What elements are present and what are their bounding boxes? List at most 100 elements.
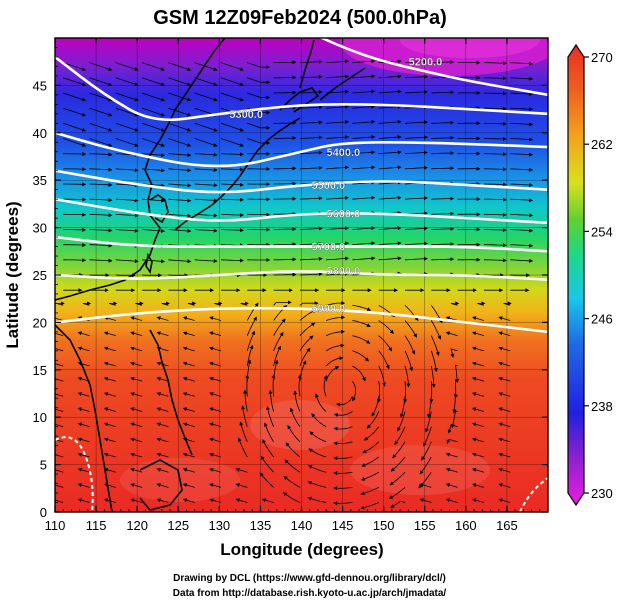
contour-labels: 5200.0 5300.0 5400.0 5500.0 5600.0 5700.0 5800… (229, 57, 442, 316)
streamline (220, 138, 244, 147)
streamline (115, 77, 139, 87)
streamline (418, 471, 432, 489)
streamline (378, 320, 394, 334)
streamline (63, 122, 87, 132)
streamline (156, 331, 169, 337)
streamline (404, 74, 428, 79)
x-tick-label: 155 (414, 518, 436, 533)
streamline (404, 135, 428, 140)
streamline (115, 228, 139, 233)
streamline (404, 365, 411, 388)
streamline (378, 150, 402, 155)
streamline (352, 104, 376, 109)
streamline (445, 498, 458, 503)
streamline (55, 483, 64, 488)
streamline (404, 196, 428, 201)
streamline (419, 498, 432, 503)
streamline (209, 498, 222, 503)
streamline (63, 212, 87, 217)
streamline (404, 165, 428, 170)
streamline (63, 138, 87, 147)
streamline (77, 483, 90, 488)
contour-label: 5700.0 (312, 242, 346, 254)
streamline (282, 492, 301, 503)
streamline (431, 120, 455, 125)
streamline (156, 407, 169, 412)
streamline (55, 346, 64, 352)
streamline (103, 407, 116, 412)
streamline (273, 318, 286, 336)
streamline (168, 213, 192, 218)
contour-label: 5300.0 (229, 109, 263, 121)
streamline (115, 213, 139, 218)
streamline (247, 62, 271, 70)
colorbar-tick-label: 238 (591, 399, 613, 414)
streamline (326, 104, 350, 109)
streamline (194, 258, 218, 263)
streamline (431, 60, 455, 64)
streamline (130, 422, 143, 428)
streamline (55, 437, 64, 443)
x-tick-label: 125 (167, 518, 189, 533)
streamline (325, 343, 345, 352)
streamline (63, 62, 87, 71)
streamline (77, 437, 90, 443)
streamline (103, 422, 116, 428)
streamline (483, 228, 507, 233)
y-tick-label: 15 (33, 363, 47, 378)
streamline (423, 426, 432, 447)
streamline (273, 196, 297, 201)
streamline (299, 256, 323, 261)
streamline (115, 122, 139, 132)
streamline (392, 441, 406, 459)
coastline-kuril (319, 67, 366, 101)
streamline (168, 138, 192, 147)
streamline (115, 92, 139, 102)
streamline (510, 258, 534, 263)
streamline (498, 361, 511, 367)
streamline (130, 437, 143, 443)
streamline (333, 411, 353, 417)
streamline (142, 198, 166, 203)
streamline (360, 471, 379, 481)
streamline (130, 467, 143, 473)
streamline (472, 498, 485, 503)
streamline (483, 197, 507, 202)
streamline (194, 167, 218, 172)
x-tick-label: 135 (250, 518, 272, 533)
warm-patch (350, 445, 490, 495)
streamline (333, 441, 353, 446)
streamline (325, 329, 345, 337)
streamline (130, 452, 143, 458)
streamline (430, 320, 442, 340)
streamline (446, 438, 458, 444)
streamline (182, 498, 195, 503)
streamline (483, 212, 507, 217)
streamline (378, 195, 402, 200)
streamline (246, 302, 259, 321)
contour-label: 5600.0 (327, 208, 361, 220)
streamline (297, 374, 302, 397)
streamline (220, 92, 244, 102)
streamline (472, 483, 485, 488)
streamline (299, 226, 323, 231)
streamline (209, 331, 222, 337)
streamline (404, 335, 416, 355)
streamline (326, 150, 350, 155)
streamline (352, 89, 376, 94)
streamline (352, 365, 366, 382)
dashed-contour-right (519, 477, 548, 512)
streamline (510, 76, 534, 81)
streamline (266, 405, 274, 427)
streamline (220, 62, 244, 71)
streamline (220, 122, 244, 132)
streamline (352, 241, 376, 246)
streamline (220, 77, 244, 87)
streamline (311, 413, 327, 428)
streamline (220, 197, 244, 202)
streamline (237, 437, 248, 458)
streamline (299, 301, 319, 306)
streamline (209, 422, 222, 428)
streamline (273, 75, 297, 80)
streamline (510, 122, 534, 127)
